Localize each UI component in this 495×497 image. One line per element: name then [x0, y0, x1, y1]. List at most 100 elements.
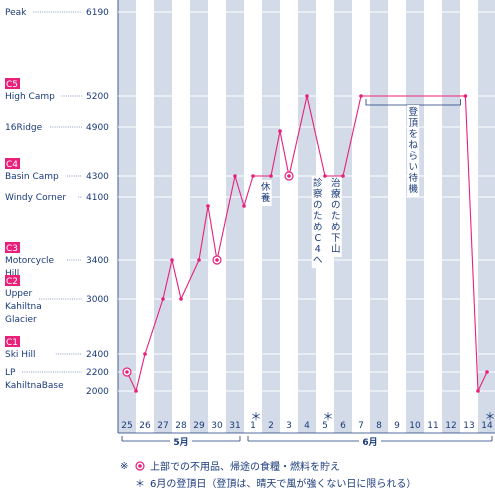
- altitude-name: Motorcycle: [5, 256, 55, 266]
- day-tick-label: 5: [322, 421, 328, 431]
- data-point: [359, 94, 363, 98]
- data-point: [269, 174, 273, 178]
- month-label-bg: [359, 435, 381, 447]
- annotation-char: ね: [408, 140, 418, 151]
- cache-marker-inner: [125, 370, 129, 374]
- annotation-char: 登: [408, 107, 418, 118]
- day-stripe: [370, 0, 388, 433]
- annotation-char: 山: [331, 244, 341, 255]
- data-point: [206, 204, 210, 208]
- annotation-char: め: [313, 222, 323, 233]
- camp-badge: [5, 78, 20, 89]
- camp-badge: [5, 242, 20, 253]
- altitude-value: 3400: [86, 256, 109, 266]
- day-tick-label: 7: [358, 421, 364, 431]
- day-tick-label: 31: [229, 421, 240, 431]
- annotation-char: 診: [313, 177, 323, 189]
- annotation-char: 休: [261, 181, 271, 193]
- altitude-series-line: [126, 95, 488, 393]
- annotation-char: た: [331, 211, 341, 222]
- day-stripe: [298, 0, 316, 433]
- data-point: [341, 174, 345, 178]
- day-tick-label: 9: [394, 421, 400, 431]
- day-tick-label: 4: [304, 421, 310, 431]
- day-tick-label: 1: [250, 421, 256, 431]
- camp-badge-label: C1: [6, 338, 18, 348]
- day-stripe: [406, 0, 424, 433]
- annotation-bg: [259, 180, 272, 206]
- day-tick-label: 2: [268, 421, 274, 431]
- annotation-char: の: [331, 200, 341, 211]
- day-tick-label: 12: [445, 421, 456, 431]
- camp-badge-label: C5: [6, 80, 18, 90]
- data-point: [242, 204, 246, 208]
- altitude-name: Upper: [5, 289, 33, 299]
- legend-text-summit: 6月の登頂日（登頂は、晴天で風が強くない日に限られる）: [150, 477, 416, 490]
- altitude-value: 2000: [86, 387, 109, 397]
- day-tick-label: 14: [481, 421, 493, 431]
- data-point: [476, 389, 480, 393]
- annotation-char: 待: [408, 172, 418, 184]
- altitude-name: Hill: [5, 269, 19, 279]
- summit-day-mark: ＊: [251, 410, 262, 423]
- data-point: [485, 370, 489, 374]
- cache-marker-inner: [287, 174, 291, 178]
- data-point: [305, 94, 309, 98]
- day-tick-label: 30: [211, 421, 223, 431]
- day-tick-label: 6: [340, 421, 346, 431]
- day-stripe: [442, 0, 460, 433]
- altitude-value: 4300: [86, 172, 109, 182]
- annotation-char: 4: [315, 244, 321, 255]
- altitude-name: KahiltnaBase: [5, 381, 64, 391]
- day-tick-label: 11: [427, 421, 438, 431]
- annotation-bg: [329, 176, 342, 257]
- camp-badge-label: C3: [6, 244, 18, 254]
- data-point: [251, 174, 255, 178]
- month-label: 6月: [362, 437, 377, 448]
- data-point: [233, 174, 237, 178]
- annotation-char: へ: [313, 255, 323, 266]
- legend-cache-icon-dot: [138, 464, 142, 468]
- altitude-name: LP: [5, 368, 16, 378]
- month-label-bg: [170, 435, 192, 447]
- day-stripe: [478, 0, 495, 433]
- camp-badge: [5, 336, 20, 347]
- day-tick-label: 25: [121, 421, 132, 431]
- summit-day-mark: ＊: [485, 410, 495, 423]
- altitude-name: Kahiltna: [5, 302, 42, 312]
- annotation-char: の: [313, 200, 323, 211]
- data-point: [323, 174, 327, 178]
- altitude-value: 4900: [86, 123, 109, 133]
- data-point: [161, 297, 165, 301]
- annotation-char: 察: [313, 188, 323, 200]
- camp-badge-label: C4: [6, 160, 18, 170]
- data-point: [134, 389, 138, 393]
- camp-badge-label: C2: [6, 277, 18, 287]
- data-point: [179, 297, 183, 301]
- altitude-name: 16Ridge: [5, 123, 43, 133]
- altitude-value: 6190: [86, 8, 109, 18]
- day-tick-label: 28: [175, 421, 187, 431]
- altitude-name: High Camp: [5, 92, 55, 102]
- annotation-char: ら: [408, 151, 418, 162]
- altitude-value: 3000: [86, 295, 109, 305]
- altitude-name: Ski Hill: [5, 350, 36, 360]
- altitude-name: Windy Corner: [5, 193, 66, 203]
- annotation-char: 機: [408, 183, 418, 195]
- altitude-value: 4100: [86, 193, 109, 203]
- data-point: [278, 129, 282, 133]
- annotation-char: め: [331, 222, 341, 233]
- legend-mark: ※: [120, 461, 128, 472]
- camp-badge: [5, 158, 20, 169]
- day-tick-label: 13: [463, 421, 474, 431]
- legend-text-cache: 上部での不用品、帰途の食糧・燃料を貯え: [150, 460, 340, 473]
- month-label: 5月: [173, 437, 188, 448]
- annotation-char: 下: [331, 233, 341, 244]
- annotation-char: 養: [261, 192, 271, 204]
- altitude-value: 2200: [86, 368, 109, 378]
- altitude-name: Glacier: [5, 315, 37, 325]
- day-stripe: [118, 0, 136, 433]
- annotation-char: 治: [331, 177, 341, 189]
